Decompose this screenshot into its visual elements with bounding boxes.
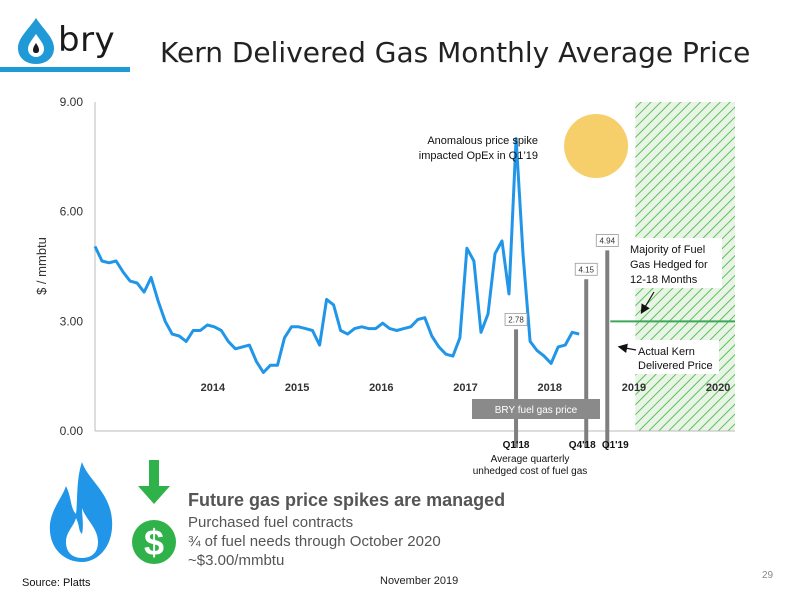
source-note: Source: Platts	[22, 577, 91, 589]
value-label: 4.94	[599, 236, 615, 245]
hedge-annotation: Gas Hedged for	[630, 259, 708, 271]
hedge-annotation-box	[626, 238, 722, 288]
bottom-headline: Future gas price spikes are managed	[188, 490, 506, 510]
value-label: 2.78	[508, 315, 524, 324]
brand-logo: bry	[14, 16, 134, 76]
year-label: 2018	[537, 382, 561, 394]
spike-highlight	[564, 114, 629, 178]
bar-label: Q4'18	[569, 440, 596, 451]
footer-date: November 2019	[380, 575, 459, 587]
y-tick-label: 9.00	[60, 95, 84, 109]
brand-underline	[0, 67, 130, 72]
down-arrow-icon	[149, 460, 159, 488]
year-label: 2017	[453, 382, 477, 394]
price-series-line	[93, 137, 580, 374]
year-label: 2020	[706, 382, 730, 394]
value-label-box	[574, 262, 598, 276]
actual-annotation: Actual Kern	[638, 346, 695, 358]
value-label: 4.15	[578, 265, 594, 274]
bracket-label: BRY fuel gas price	[495, 405, 578, 416]
bottom-line-1: Purchased fuel contracts	[188, 514, 354, 531]
bracket-caption: Average quarterly	[491, 454, 570, 465]
hedge-arrow	[640, 291, 655, 315]
year-label: 2019	[622, 382, 646, 394]
value-label-box	[504, 312, 528, 326]
year-label: 2016	[369, 382, 393, 394]
svg-text:$: $	[144, 522, 164, 563]
spike-annotation: impacted OpEx in Q1’19	[419, 150, 538, 162]
bottom-line-3: ~$3.00/mmbtu	[188, 552, 285, 569]
bottom-line-2: ¾ of fuel needs through October 2020	[188, 533, 441, 550]
year-label: 2015	[285, 382, 309, 394]
bracket-caption: unhedged cost of fuel gas	[473, 466, 588, 477]
spike-annotation: Anomalous price spike	[427, 135, 538, 147]
y-tick-label: 0.00	[60, 424, 84, 438]
value-label-box	[595, 234, 619, 247]
brand-name: bry	[58, 20, 116, 60]
year-label: 2014	[201, 382, 226, 394]
dollar-arrow-icon: $	[132, 460, 176, 564]
bracket-bar	[472, 399, 600, 419]
page-number: 29	[762, 570, 774, 581]
y-axis-label: $ / mmbtu	[34, 237, 49, 295]
gas-flame-icon	[49, 462, 113, 562]
actual-annotation-box	[633, 340, 719, 374]
hedge-annotation: Majority of Fuel	[630, 244, 705, 256]
y-tick-label: 6.00	[60, 205, 84, 219]
actual-arrow	[617, 343, 637, 354]
actual-annotation: Delivered Price	[638, 360, 713, 372]
bar-label: Q1'18	[503, 440, 530, 451]
water-drop-icon	[18, 18, 54, 64]
page-title: Kern Delivered Gas Monthly Average Price	[160, 36, 751, 69]
dollar-coin-icon: $	[132, 520, 176, 564]
hedge-annotation: 12-18 Months	[630, 274, 698, 286]
bar-label: Q1'19	[602, 440, 629, 451]
y-tick-label: 3.00	[60, 314, 84, 328]
